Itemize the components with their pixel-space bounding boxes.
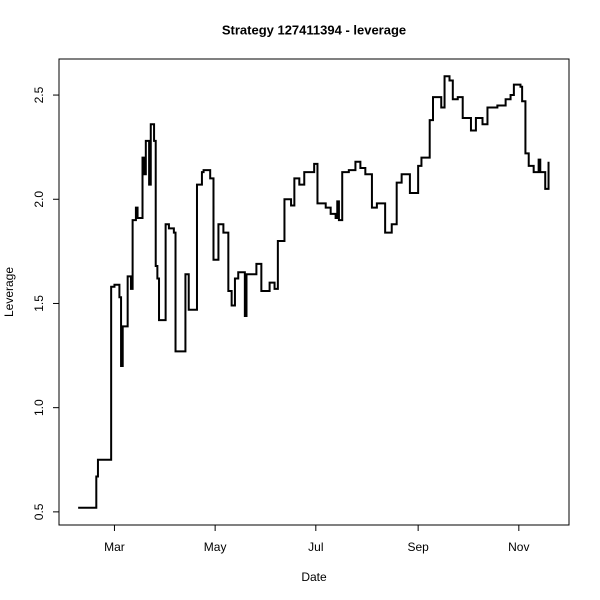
x-axis-label: Date — [301, 570, 327, 584]
x-tick-label: Sep — [407, 540, 429, 554]
plot-frame — [58, 58, 570, 526]
y-tick-label: 2.5 — [32, 86, 46, 103]
y-tick-label: 1.0 — [32, 399, 46, 416]
y-tick-label: 0.5 — [32, 503, 46, 520]
y-axis-label: Leverage — [2, 267, 16, 317]
chart-title: Strategy 127411394 - leverage — [222, 22, 406, 37]
y-tick-label: 2.0 — [32, 191, 46, 208]
x-tick-label: Jul — [308, 540, 323, 554]
x-tick-label: Nov — [508, 540, 529, 554]
leverage-line — [78, 75, 550, 509]
x-tick-label: May — [204, 540, 227, 554]
x-tick-label: Mar — [104, 540, 125, 554]
y-tick-label: 1.5 — [32, 295, 46, 312]
